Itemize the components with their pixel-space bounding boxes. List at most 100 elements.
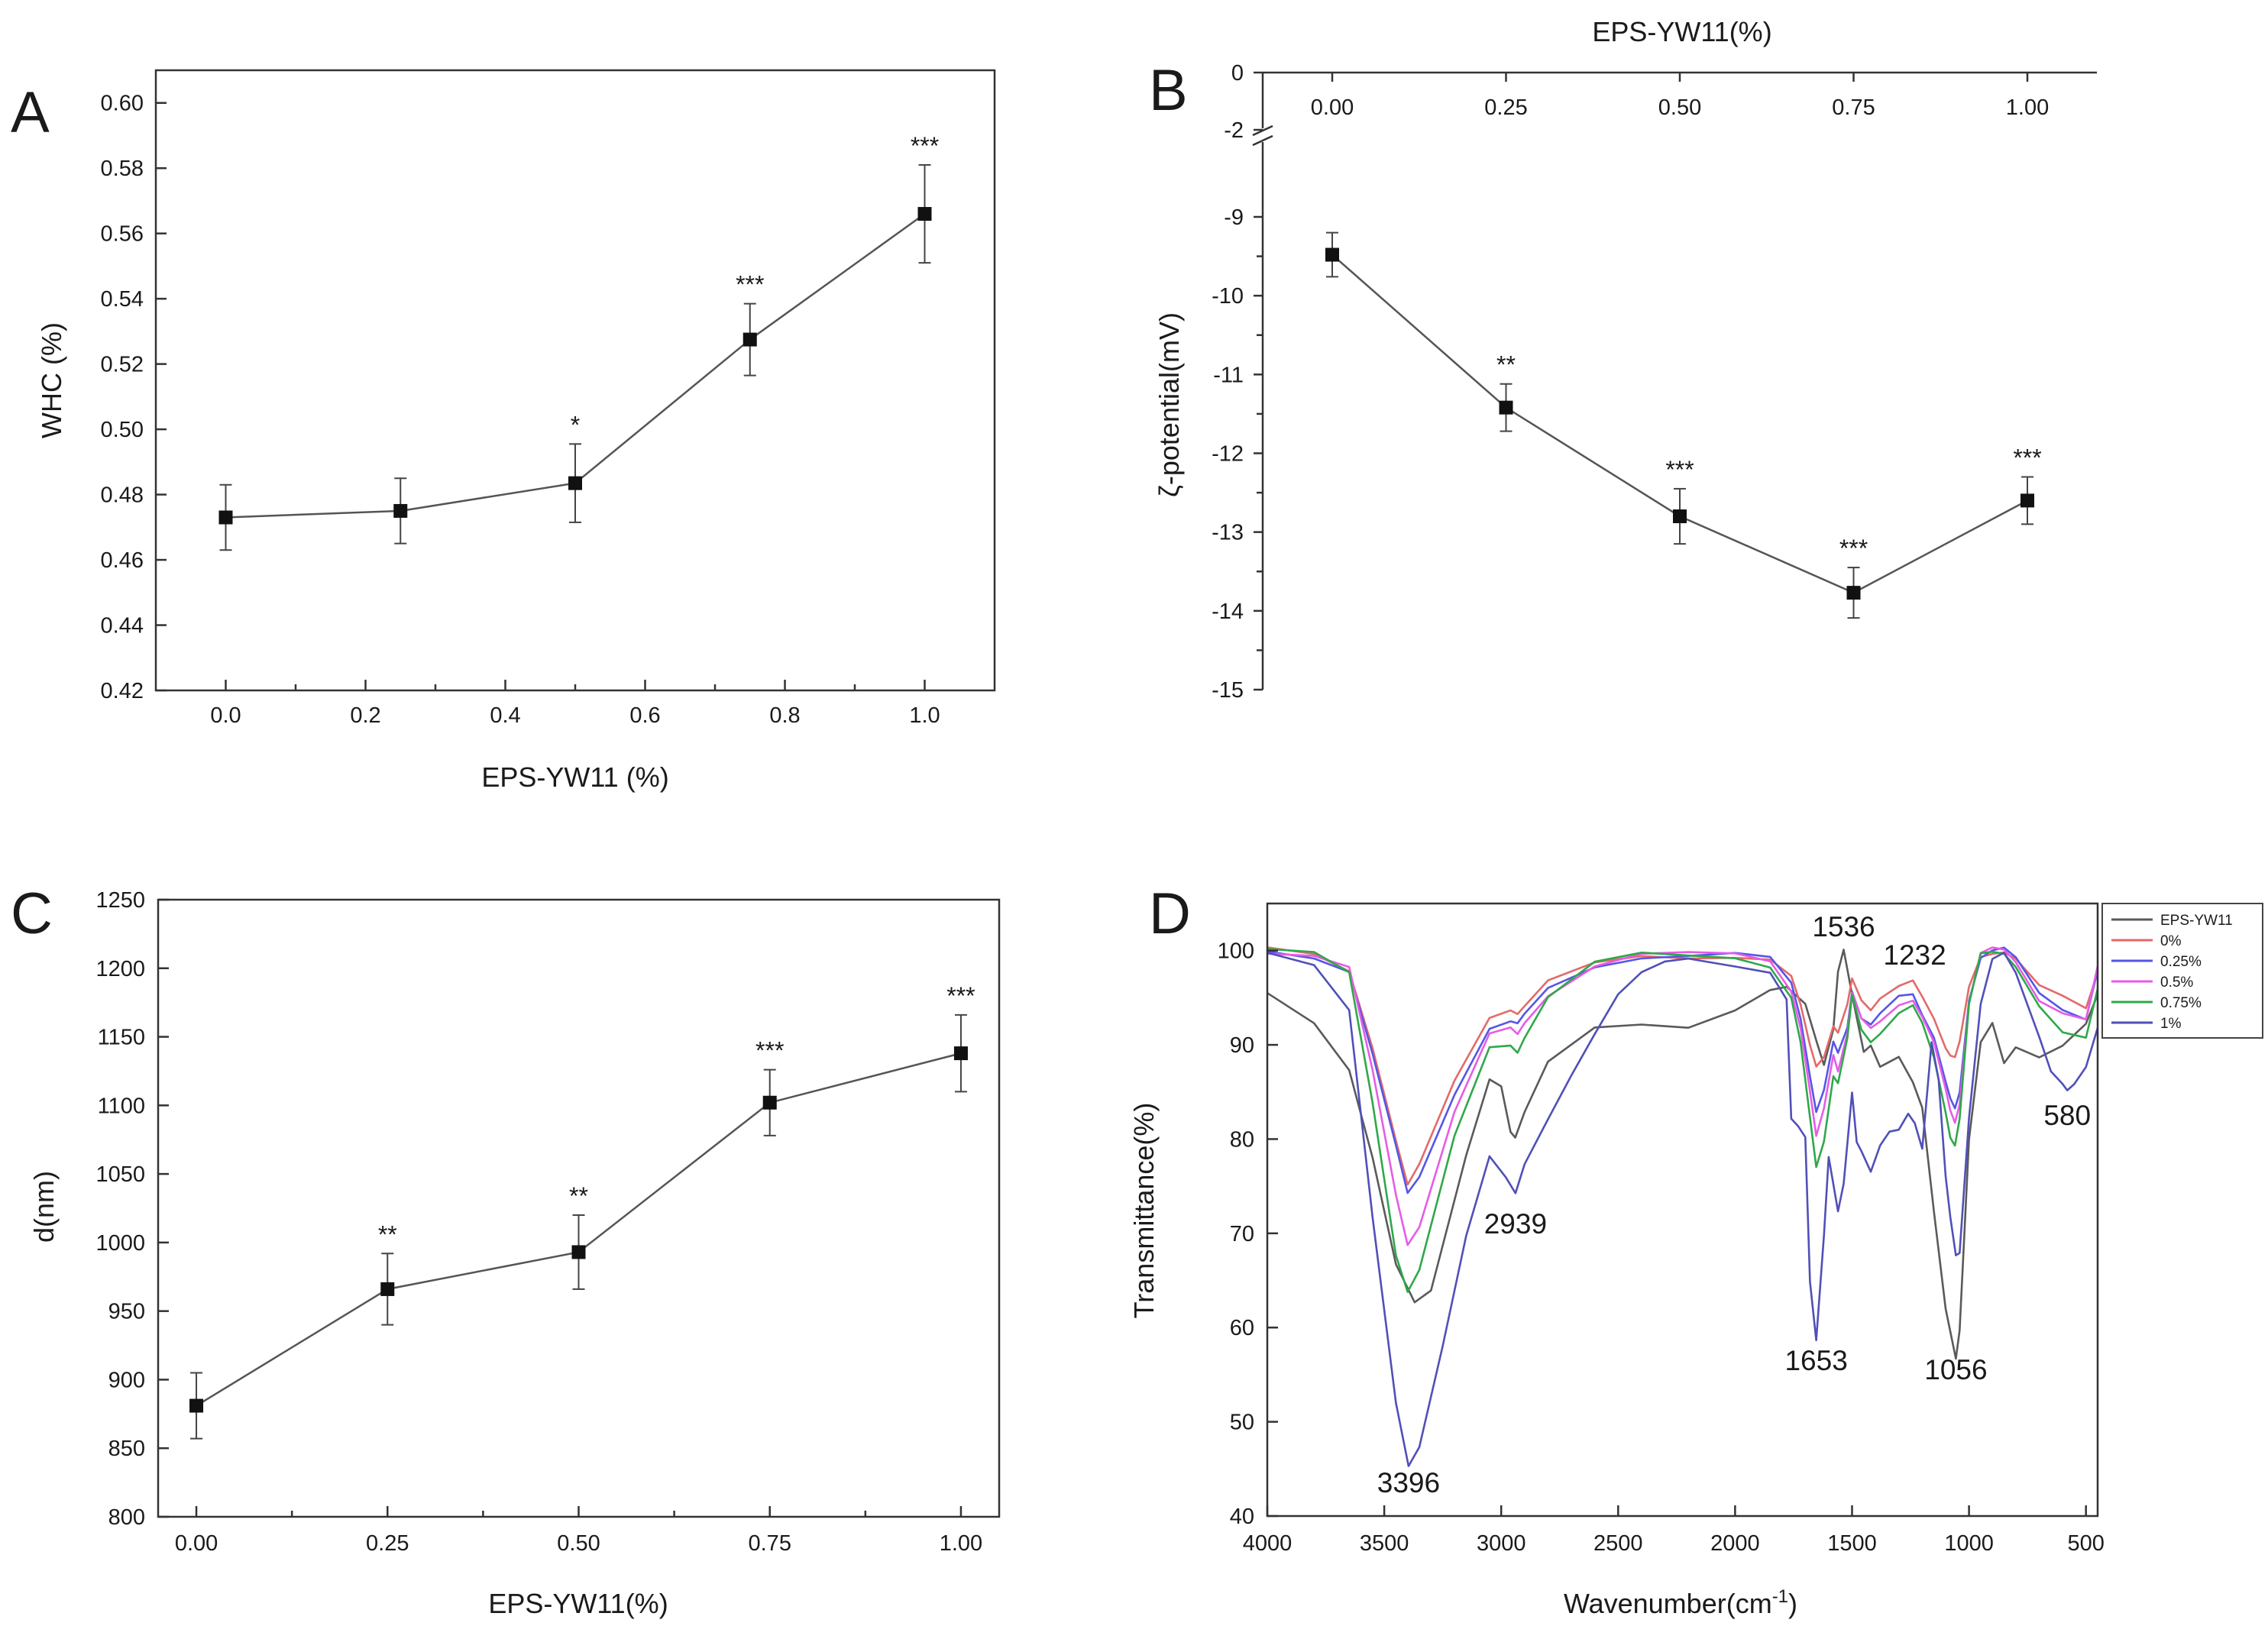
- panel-a-y-ticks: 0.42 0.44 0.46 0.48 0.50 0.52 0.54 0.56 0.58 0.60: [101, 92, 167, 703]
- panel-a-y-tick-label: 0.58: [101, 157, 144, 181]
- panel-d-peak-label: 1653: [1784, 1345, 1847, 1376]
- panel-a-y-tick-label: 0.42: [101, 679, 144, 703]
- panel-c-series: **********: [189, 982, 975, 1440]
- panel-d-series-line: [1267, 949, 2099, 1360]
- panel-d-y-tick-label: 50: [1230, 1411, 1254, 1435]
- panel-c-data-point: [762, 1095, 777, 1110]
- panel-a-whc-chart: A WHC (%) EPS-YW11 (%) 0.0 0.2 0.4 0.6 0.8 1.…: [11, 69, 996, 793]
- panel-a-y-axis-label: WHC (%): [36, 322, 67, 438]
- panel-c-data-point: [189, 1398, 204, 1413]
- panel-a-plot-frame: [154, 69, 996, 692]
- panel-a-x-tick-label: 0.6: [629, 703, 660, 728]
- panel-d-peak-label: 1536: [1812, 911, 1875, 942]
- panel-c-x-ticks: 0.00 0.25 0.50 0.75 1.00: [175, 1506, 982, 1556]
- panel-b-significance-label: ***: [1839, 535, 1868, 562]
- panel-a-significance-label: ***: [911, 132, 939, 160]
- panel-d-peak-label: 3396: [1377, 1467, 1440, 1498]
- panel-d-peak-labels: 3396 2939 1653 1536 1232 1056 580: [1377, 911, 2091, 1498]
- panel-b-y-tick-label: -11: [1213, 363, 1244, 387]
- panel-d-y-tick-label: 60: [1230, 1316, 1254, 1340]
- panel-b-y-tick-label: -14: [1212, 600, 1244, 624]
- panel-b-data-point: [2020, 493, 2034, 508]
- panel-a-y-tick-label: 0.44: [101, 614, 144, 638]
- panel-d-legend-label: 0.25%: [2160, 954, 2202, 970]
- panel-c-y-tick-label: 850: [108, 1437, 145, 1461]
- panel-b-x-tick-label: 0.25: [1484, 95, 1527, 120]
- panel-d-y-ticks: 40 50 60 70 80 90 100: [1218, 939, 1278, 1529]
- panel-b-zeta-chart: B EPS-YW11(%) ζ-potential(mV) 0.00 0.25 0.…: [1149, 16, 2097, 703]
- panel-a-letter: A: [11, 80, 50, 145]
- panel-d-peak-label: 1056: [1924, 1354, 1987, 1385]
- panel-c-y-tick-label: 1150: [98, 1026, 145, 1050]
- panel-d-x-tick-label: 2000: [1710, 1531, 1760, 1556]
- panel-c-y-tick-label: 1000: [95, 1231, 145, 1256]
- panel-d-series-line: [1267, 952, 2099, 1467]
- panel-b-data-point: [1499, 400, 1513, 415]
- panel-c-significance-label: ***: [946, 982, 975, 1010]
- panel-b-y-tick-label: -2: [1224, 118, 1244, 143]
- panel-a-x-tick-label: 1.0: [909, 703, 940, 728]
- panel-c-x-tick-label: 0.25: [366, 1531, 409, 1556]
- panel-d-peak-label: 2939: [1484, 1208, 1547, 1240]
- panel-a-x-axis-label: EPS-YW11 (%): [481, 761, 668, 793]
- panel-d-y-tick-label: 40: [1230, 1505, 1254, 1529]
- panel-a-data-point: [218, 510, 233, 525]
- panel-d-x-tick-label: 500: [2067, 1531, 2104, 1556]
- panel-b-letter: B: [1149, 58, 1188, 123]
- panel-a-series: *******: [218, 132, 939, 551]
- panel-a-x-tick-label: 0.8: [769, 703, 800, 728]
- panel-b-x-tick-label: 0.75: [1832, 95, 1875, 120]
- panel-b-significance-label: **: [1496, 351, 1516, 379]
- panel-d-x-tick-label: 4000: [1243, 1531, 1293, 1556]
- panel-a-x-tick-label: 0.4: [490, 703, 520, 728]
- panel-c-y-tick-label: 800: [108, 1505, 145, 1530]
- panel-c-y-tick-label: 900: [108, 1368, 145, 1392]
- panel-d-ftir-chart: D Transmittance(%) Wavenumber(cm-1) 4000…: [1128, 881, 2263, 1619]
- panel-b-series: ***********: [1325, 231, 2042, 619]
- panel-d-legend: EPS-YW11 0% 0.25% 0.5% 0.75% 1%: [2101, 903, 2263, 1039]
- panel-b-axis-break-mark-2: [1252, 134, 1273, 147]
- panel-b-y-tick-label: -9: [1224, 205, 1244, 230]
- panel-c-x-tick-label: 0.75: [749, 1531, 791, 1556]
- panel-d-peak-label: 580: [2043, 1100, 2091, 1131]
- panel-d-spectra: [1267, 946, 2099, 1467]
- panel-d-legend-box: [2101, 903, 2263, 1039]
- panel-b-y-tick-label: 0: [1231, 61, 1244, 86]
- panel-b-y-ticks: 0 -2 -9 -10 -11 -12 -13 -14 -15: [1212, 61, 1263, 703]
- panel-d-legend-label: 0.5%: [2160, 975, 2193, 991]
- panel-b-significance-label: ***: [2013, 444, 2041, 471]
- panel-c-data-point: [953, 1046, 968, 1061]
- panel-d-y-tick-label: 100: [1218, 939, 1254, 964]
- panel-b-y-tick-label: -15: [1212, 678, 1244, 703]
- panel-a-data-point: [393, 503, 408, 518]
- panel-d-peak-label: 1232: [1883, 939, 1946, 971]
- panel-c-x-axis-label: EPS-YW11(%): [488, 1588, 668, 1619]
- panel-d-legend-label: 1%: [2160, 1016, 2182, 1032]
- panel-c-y-tick-label: 1200: [95, 957, 145, 981]
- panel-c-y-tick-label: 1250: [95, 888, 145, 913]
- panel-b-data-point: [1325, 247, 1339, 262]
- panel-d-y-tick-label: 80: [1230, 1127, 1254, 1152]
- panel-d-x-tick-label: 1000: [1944, 1531, 1994, 1556]
- panel-d-y-tick-label: 90: [1230, 1033, 1254, 1058]
- panel-d-x-ticks: 4000 3500 3000 2500 2000 1500 1000 500: [1243, 1505, 2105, 1556]
- panel-c-y-tick-label: 950: [108, 1300, 145, 1324]
- panel-b-y-axis-label: ζ-potential(mV): [1153, 312, 1185, 497]
- panel-b-x-ticks: 0.00 0.25 0.50 0.75 1.00: [1311, 73, 2049, 120]
- panel-a-significance-label: ***: [736, 271, 764, 299]
- panel-a-y-tick-label: 0.56: [101, 222, 144, 247]
- panel-d-x-axis-label: Wavenumber(cm-1): [1564, 1586, 1797, 1619]
- panel-c-size-chart: C d(nm) EPS-YW11(%) 0.00 0.25 0.50 0.75 1.00…: [11, 881, 1001, 1619]
- panel-d-series-line: [1267, 948, 2099, 1293]
- panel-b-y-tick-label: -13: [1212, 521, 1244, 545]
- panel-a-y-tick-label: 0.52: [101, 353, 144, 377]
- panel-d-y-axis-label: Transmittance(%): [1128, 1103, 1160, 1319]
- panel-d-letter: D: [1149, 881, 1191, 946]
- panel-a-y-tick-label: 0.48: [101, 483, 144, 508]
- panel-b-y-tick-label: -12: [1212, 442, 1244, 467]
- panel-c-x-tick-label: 0.00: [175, 1531, 218, 1556]
- panel-b-x-axis-label: EPS-YW11(%): [1592, 16, 1771, 47]
- panel-a-x-ticks: 0.0 0.2 0.4 0.6 0.8 1.0: [210, 680, 940, 728]
- panel-b-data-point: [1846, 586, 1861, 600]
